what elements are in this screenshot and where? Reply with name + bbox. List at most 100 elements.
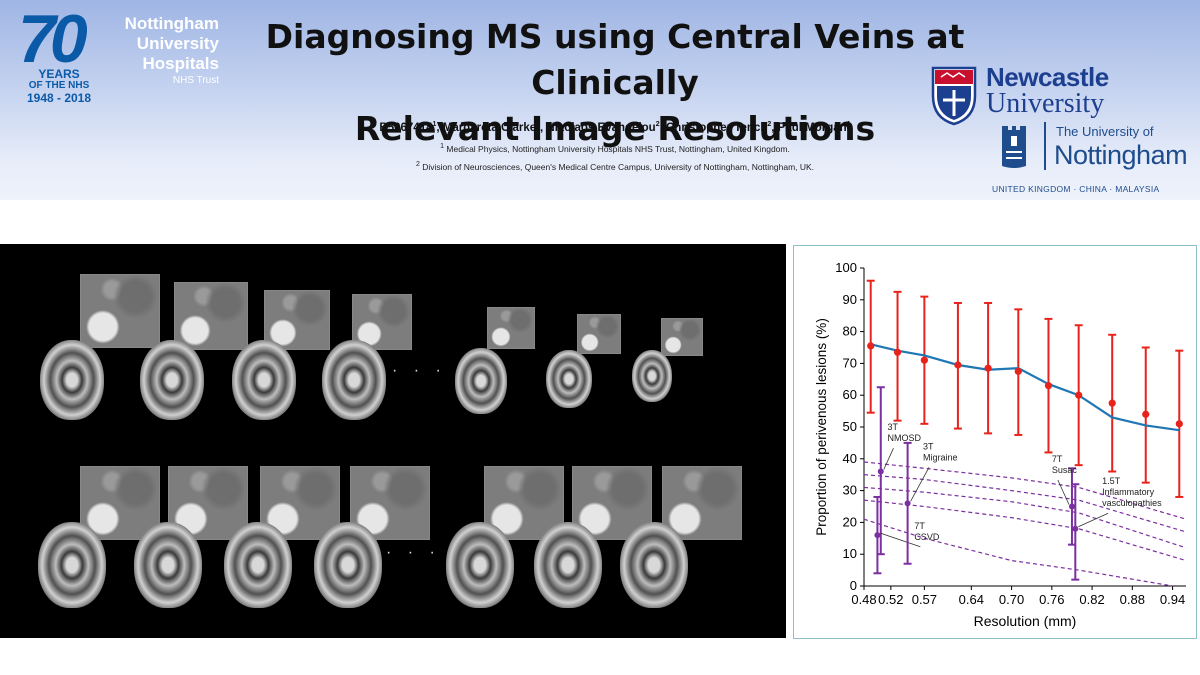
y-tick-label: 70 (843, 355, 857, 370)
newcastle-university-logo: Newcastle University (928, 62, 1168, 126)
mri-zoom-inset (350, 466, 430, 540)
ms-data-point (1142, 410, 1150, 418)
y-tick-label: 40 (843, 451, 857, 466)
mri-brain-slice (314, 522, 382, 608)
condition-label-arrow (1057, 479, 1070, 505)
nuh-line1: Nottingham (124, 14, 219, 33)
mri-brain-slice (232, 340, 296, 420)
poster-title: Diagnosing MS using Central Veins at Cli… (210, 14, 1020, 152)
condition-label-line: Migraine (923, 452, 958, 462)
condition-label-line: vasculopathies (1102, 498, 1162, 508)
nhs-70-of-the-nhs: OF THE NHS (28, 80, 90, 91)
affiliation: 1 Medical Physics, Nottingham University… (330, 139, 900, 157)
author-affiliation-marker: 2 (655, 121, 660, 128)
author-separator: , (771, 121, 778, 134)
mri-row2-ellipsis: · · · (386, 544, 441, 561)
condition-label-arrow (1078, 512, 1109, 528)
nuh-logo-text: Nottingham University Hospitals NHS Trus… (114, 14, 219, 88)
y-tick-label: 30 (843, 483, 857, 498)
x-tick-label: 0.48 (851, 592, 876, 607)
y-tick-label: 80 (843, 324, 857, 339)
nottingham-crest-icon (1002, 126, 1026, 168)
author-name: Christopher Tench (665, 121, 768, 134)
dashed-reference-line (863, 499, 1187, 562)
condition-label-arrow (880, 532, 921, 548)
condition-label-line: 3T (923, 441, 934, 451)
newcastle-shield-icon (931, 66, 977, 126)
condition-label-line: Susac (1052, 465, 1078, 475)
mri-brain-slice (38, 522, 106, 608)
ms-data-point (1108, 399, 1116, 407)
ms-data-point (893, 348, 902, 356)
author-name: Nikolaos Evangelou (546, 121, 656, 134)
author-affiliation-marker: 2 (767, 121, 772, 128)
x-tick-label: 0.76 (1039, 592, 1064, 607)
author-separator: , (540, 121, 547, 134)
dashed-reference-line (863, 518, 1173, 587)
affiliation-text: Division of Neurosciences, Queen's Medic… (419, 161, 815, 172)
ms-data-point (1014, 367, 1022, 375)
y-tick-label: 100 (835, 260, 857, 275)
ms-fit-line (870, 343, 1180, 432)
ms-data-point (954, 361, 962, 369)
nottingham-name: Nottingham (1054, 140, 1188, 170)
poster-header: 70 YEARS OF THE NHS 1948 - 2018 Nottingh… (0, 0, 1200, 200)
mri-brain-slice (446, 522, 514, 608)
nottingham-divider (1044, 122, 1046, 170)
condition-label: 7T CSVD (914, 521, 940, 542)
condition-label-arrow (883, 448, 894, 470)
affiliation-marker: 1 (440, 143, 445, 150)
nottingham-tagline: UNITED KINGDOM · CHINA · MALAYSIA (992, 184, 1160, 194)
nottingham-university-logo: The University of Nottingham UNITED KING… (992, 118, 1192, 198)
condition-data-point (874, 532, 881, 539)
mri-zoom-inset (264, 290, 330, 350)
condition-label-line: NMOSD (887, 433, 921, 443)
x-tick-label: 0.52 (878, 592, 903, 607)
mri-brain-slice (620, 522, 688, 608)
mri-brain-slice (40, 340, 104, 420)
x-tick-label: 0.57 (912, 592, 937, 607)
condition-label: 7T Susac (1052, 454, 1078, 475)
mri-brain-slice (322, 340, 386, 420)
mri-zoom-inset (662, 466, 742, 540)
y-tick-label: 0 (850, 578, 857, 593)
nhs-70-range: 1948 - 2018 (26, 91, 92, 105)
nhs-70-logo: 70 YEARS OF THE NHS 1948 - 2018 Nottingh… (14, 1, 219, 104)
nhs-70-years: YEARS (38, 67, 80, 81)
condition-data-point (904, 500, 911, 507)
nhs-70-caption: YEARS OF THE NHS 1948 - 2018 (20, 68, 98, 104)
x-tick-label: 0.82 (1079, 592, 1104, 607)
ms-data-point (1075, 391, 1083, 399)
dashed-reference-line (863, 474, 1187, 533)
mri-zoom-inset (80, 466, 160, 540)
nuh-line3: Hospitals (142, 54, 219, 73)
newcastle-name: Newcastle (986, 62, 1109, 92)
affiliation-marker: 2 (415, 160, 420, 168)
affiliation-list: 1 Medical Physics, Nottingham University… (330, 139, 900, 175)
condition-label-line: 7T (914, 521, 925, 531)
mri-brain-slice (134, 522, 202, 608)
condition-label-line: 7T (1052, 454, 1063, 464)
dashed-reference-line (863, 486, 1187, 549)
author-name: B5067414 (379, 121, 433, 134)
condition-label-line: 3T (887, 422, 898, 432)
mri-brain-slice (534, 522, 602, 608)
nuh-trust: NHS Trust (172, 75, 219, 86)
nottingham-the-university-of: The University of (1056, 124, 1154, 139)
condition-label: 3T NMOSD (887, 422, 921, 443)
affiliation-text: Medical Physics, Nottingham University H… (444, 143, 790, 154)
y-tick-label: 90 (843, 292, 857, 307)
condition-label-line: 1.5T (1102, 476, 1121, 486)
title-line2: Relevant Image Resolutions (354, 109, 876, 148)
ms-data-point (1175, 420, 1183, 428)
chart-panel: 0 10 20 30 40 50 60 70 80 90 100 0.48 0.52 0.57 0.64 0.… (793, 245, 1197, 639)
author-name: Margareta Clarke (442, 121, 537, 134)
y-tick-label: 50 (843, 419, 857, 434)
condition-label: 1.5T Inflammatory vasculopathies (1102, 476, 1162, 508)
nhs-70-number: 70 (18, 1, 88, 77)
author-name: Paul Morgan (777, 121, 847, 134)
condition-data-point (877, 468, 884, 475)
perivenous-lesion-chart: 0 10 20 30 40 50 60 70 80 90 100 0.48 0.52 0.57 0.64 0.… (814, 260, 1187, 629)
mri-image-panel: · · · · · · (0, 244, 786, 638)
mri-zoom-inset (661, 318, 703, 356)
